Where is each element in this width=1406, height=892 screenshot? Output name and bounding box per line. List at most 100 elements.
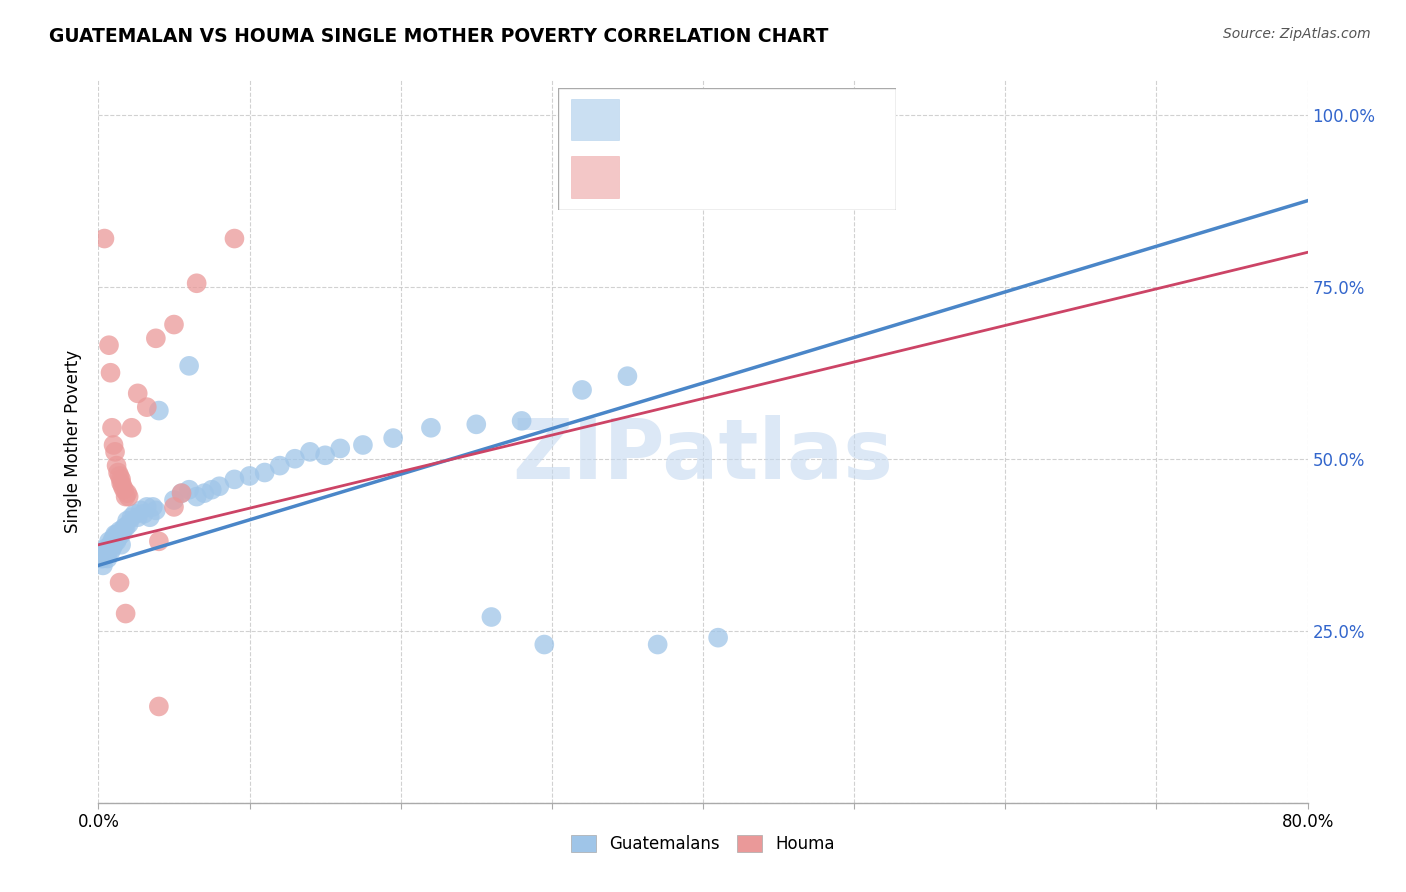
Point: [108, 524, 131, 538]
Point: [91, 558, 114, 573]
Point: [163, 500, 186, 514]
Point: [114, 490, 136, 504]
Point: [105, 458, 128, 473]
Point: [104, 445, 127, 459]
Point: [253, 466, 276, 480]
Point: [145, 331, 167, 345]
Point: [224, 231, 246, 245]
Point: [104, 534, 127, 549]
Point: [114, 607, 136, 621]
Point: [93, 544, 115, 558]
Point: [94, 548, 117, 562]
Point: [465, 417, 488, 432]
Point: [105, 527, 128, 541]
Point: [90, 551, 112, 566]
Point: [111, 479, 134, 493]
Point: [420, 421, 443, 435]
Point: [647, 638, 669, 652]
Point: [284, 451, 307, 466]
Point: [314, 448, 336, 462]
Point: [115, 514, 138, 528]
Point: [193, 486, 215, 500]
Point: [107, 531, 129, 545]
Point: [533, 638, 555, 652]
Point: [135, 400, 157, 414]
Point: [110, 527, 132, 541]
Text: GUATEMALAN VS HOUMA SINGLE MOTHER POVERTY CORRELATION CHART: GUATEMALAN VS HOUMA SINGLE MOTHER POVERT…: [49, 27, 828, 45]
Point: [481, 610, 503, 624]
Point: [127, 510, 149, 524]
Point: [104, 527, 127, 541]
Point: [707, 631, 730, 645]
Point: [179, 359, 201, 373]
Point: [139, 510, 162, 524]
Legend: Guatemalans, Houma: Guatemalans, Houma: [565, 828, 841, 860]
Point: [163, 493, 186, 508]
Point: [269, 458, 291, 473]
Point: [96, 544, 118, 558]
Point: [101, 421, 124, 435]
Point: [135, 500, 157, 514]
Point: [179, 483, 201, 497]
Point: [93, 548, 115, 562]
Point: [571, 383, 593, 397]
Point: [186, 490, 208, 504]
Point: [510, 414, 533, 428]
Point: [100, 366, 122, 380]
Point: [98, 338, 121, 352]
Point: [121, 510, 143, 524]
Point: [186, 277, 208, 291]
Point: [127, 386, 149, 401]
Point: [224, 472, 246, 486]
Point: [101, 534, 124, 549]
Point: [103, 438, 125, 452]
Point: [170, 486, 193, 500]
Point: [329, 442, 352, 456]
Point: [103, 538, 125, 552]
Point: [132, 507, 155, 521]
Point: [239, 469, 262, 483]
Text: ZIPatlas: ZIPatlas: [513, 416, 893, 497]
Point: [148, 699, 170, 714]
Point: [112, 520, 135, 534]
Point: [108, 575, 131, 590]
Point: [201, 483, 224, 497]
Point: [118, 517, 141, 532]
Point: [101, 541, 124, 556]
Point: [208, 479, 231, 493]
Point: [124, 507, 146, 521]
Text: Source: ZipAtlas.com: Source: ZipAtlas.com: [1223, 27, 1371, 41]
Point: [93, 231, 115, 245]
Point: [112, 483, 135, 497]
Point: [100, 544, 122, 558]
Point: [108, 469, 131, 483]
Point: [91, 551, 114, 566]
Point: [110, 475, 132, 490]
Point: [111, 524, 134, 538]
Point: [352, 438, 374, 452]
Point: [98, 534, 121, 549]
Point: [96, 551, 118, 566]
Point: [103, 531, 125, 545]
Point: [110, 538, 132, 552]
Point: [94, 541, 117, 556]
Point: [616, 369, 638, 384]
Point: [163, 318, 186, 332]
Point: [98, 541, 121, 556]
Point: [148, 403, 170, 417]
Point: [129, 503, 152, 517]
Point: [382, 431, 405, 445]
Point: [115, 486, 138, 500]
Point: [107, 466, 129, 480]
Point: [110, 472, 132, 486]
Point: [148, 534, 170, 549]
Point: [105, 534, 128, 549]
Point: [142, 500, 165, 514]
Point: [114, 520, 136, 534]
Y-axis label: Single Mother Poverty: Single Mother Poverty: [65, 350, 83, 533]
Point: [121, 421, 143, 435]
Point: [170, 486, 193, 500]
Point: [118, 490, 141, 504]
Point: [100, 538, 122, 552]
Point: [145, 503, 167, 517]
